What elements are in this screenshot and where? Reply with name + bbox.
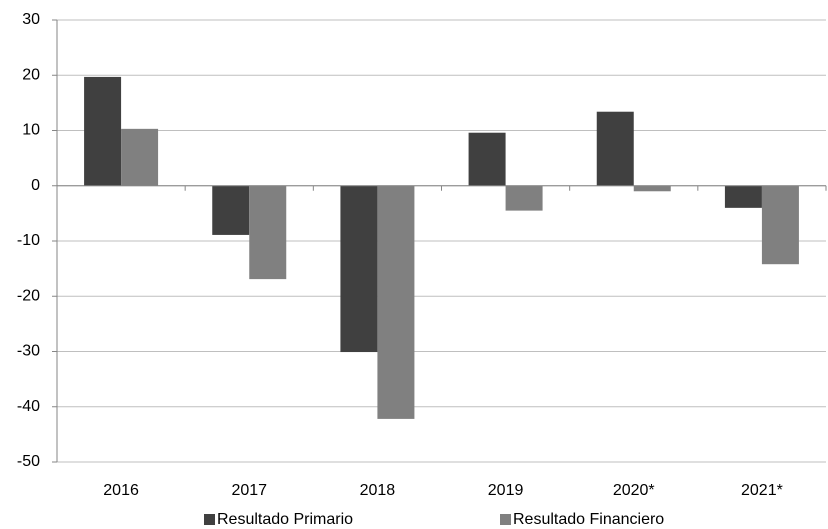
bar — [249, 185, 287, 280]
y-tick-label: -10 — [17, 232, 40, 249]
y-tick-label: -40 — [17, 398, 40, 415]
bar — [84, 76, 122, 186]
legend-label: Resultado Financiero — [513, 511, 664, 528]
bar — [468, 132, 506, 186]
y-tick-label: -50 — [17, 453, 40, 470]
x-tick-label: 2016 — [103, 482, 139, 499]
bar — [724, 185, 762, 208]
bar — [121, 128, 159, 186]
x-tick-label: 2018 — [360, 482, 396, 499]
legend-swatch — [500, 514, 511, 525]
y-tick-label: 20 — [22, 66, 40, 83]
x-tick-label: 2021* — [741, 482, 783, 499]
bar — [633, 185, 671, 192]
bar — [212, 185, 250, 235]
bar — [340, 185, 378, 353]
x-tick-label: 2017 — [231, 482, 267, 499]
bar — [505, 185, 543, 211]
legend-swatch — [204, 514, 215, 525]
y-tick-label: 0 — [31, 177, 40, 194]
bar — [761, 185, 799, 265]
y-tick-label: 10 — [22, 122, 40, 139]
y-tick-label: 30 — [22, 11, 40, 28]
bar — [377, 185, 415, 419]
x-tick-label: 2019 — [488, 482, 524, 499]
x-tick-label: 2020* — [613, 482, 655, 499]
legend-label: Resultado Primario — [217, 511, 353, 528]
y-tick-label: -30 — [17, 343, 40, 360]
y-tick-label: -20 — [17, 287, 40, 304]
bar — [596, 111, 634, 186]
